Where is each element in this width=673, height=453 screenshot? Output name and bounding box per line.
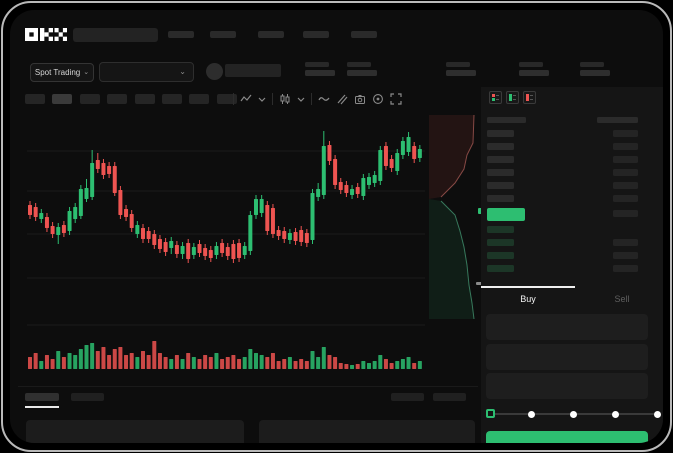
orderbook-view-asks-icon[interactable] [523, 91, 536, 104]
timeframe-button[interactable] [216, 94, 237, 104]
orderbook-header-price [487, 117, 526, 123]
timeframe-button[interactable] [107, 94, 128, 104]
bid-price-bar[interactable] [487, 239, 514, 246]
ticker-stat-label [446, 62, 470, 67]
chart-toolbar-icons [233, 91, 402, 107]
orderbook-amount-bar [613, 210, 638, 217]
timeframe-button[interactable] [25, 94, 45, 104]
ticker-stat-value [347, 70, 377, 76]
market-type-dropdown[interactable]: Spot Trading ⌄ [30, 63, 94, 82]
ask-amount-bar [613, 156, 638, 163]
line-style-icon[interactable] [240, 93, 252, 105]
fullscreen-icon[interactable] [390, 93, 402, 105]
nav-item[interactable] [210, 31, 236, 38]
ask-price-bar[interactable] [487, 156, 514, 163]
divider [311, 93, 312, 105]
ask-price-bar[interactable] [487, 169, 514, 176]
ask-amount-bar [613, 169, 638, 176]
header-search-placeholder[interactable] [73, 28, 158, 42]
timeframe-button[interactable] [189, 94, 210, 104]
market-type-label: Spot Trading [34, 68, 81, 77]
ticker-stat-value [519, 70, 549, 76]
buy-submit-button[interactable] [486, 431, 648, 443]
ask-price-bar[interactable] [487, 143, 514, 150]
indicator-wave-icon[interactable] [318, 93, 330, 105]
ticker-stat-value [446, 70, 476, 76]
okx-logo [25, 28, 67, 41]
tab-sell-label: Sell [614, 294, 630, 304]
tab-sell[interactable]: Sell [575, 286, 663, 312]
bottom-action-placeholder[interactable] [433, 393, 466, 401]
nav-item[interactable] [351, 31, 377, 38]
ask-price-bar[interactable] [487, 195, 514, 202]
orderbook-view-bids-icon[interactable] [506, 91, 519, 104]
divider [233, 93, 234, 105]
tab-buy-label: Buy [520, 294, 536, 304]
nav-item[interactable] [258, 31, 284, 38]
ticker-stat-label [305, 62, 329, 67]
ask-amount-bar [613, 182, 638, 189]
bid-price-bar[interactable] [487, 226, 514, 233]
last-price-badge[interactable] [487, 208, 525, 221]
ticker-stat-label [347, 62, 371, 67]
ask-amount-bar [613, 130, 638, 137]
nav-item[interactable] [303, 31, 329, 38]
total-input[interactable] [486, 373, 648, 399]
bid-amount-bar [613, 239, 638, 246]
bid-amount-bar [613, 265, 638, 272]
slider-stop-dot[interactable] [611, 410, 619, 418]
bid-price-bar[interactable] [487, 252, 514, 259]
bottom-tab[interactable] [71, 393, 104, 401]
section-divider [18, 386, 478, 387]
price-scale-tick [476, 282, 485, 285]
slider-stop-dot[interactable] [528, 410, 536, 418]
timeframe-button[interactable] [79, 94, 100, 104]
chevron-down-icon[interactable] [258, 95, 266, 103]
timeframe-button[interactable] [52, 94, 73, 104]
chevron-down-icon: ⌄ [83, 69, 90, 76]
chevron-down-icon: ⌄ [179, 67, 186, 76]
tab-buy[interactable]: Buy [481, 286, 575, 312]
ticker-stat-label [519, 62, 543, 67]
pair-name-placeholder [225, 64, 281, 77]
ticker-stat-label [580, 62, 604, 67]
slider-handle[interactable] [485, 409, 495, 418]
candle-type-icon[interactable] [279, 93, 291, 105]
pair-selector-dropdown[interactable]: ⌄ [99, 62, 194, 82]
order-history-placeholder [259, 420, 475, 443]
ticker-stat-value [580, 70, 610, 76]
camera-icon[interactable] [354, 93, 366, 105]
ask-price-bar[interactable] [487, 182, 514, 189]
bid-amount-bar [613, 252, 638, 259]
app-window: Spot Trading ⌄ ⌄ [10, 10, 663, 443]
ask-amount-bar [613, 195, 638, 202]
timeframe-button[interactable] [162, 94, 182, 104]
bottom-action-placeholder[interactable] [391, 393, 424, 401]
amount-input[interactable] [486, 344, 648, 370]
chevron-down-icon[interactable] [297, 95, 305, 103]
depth-chart [429, 114, 475, 320]
slider-stop-dot[interactable] [570, 410, 577, 418]
bid-price-bar[interactable] [487, 265, 514, 272]
open-orders-placeholder [26, 420, 244, 443]
ticker-stat-value [305, 70, 335, 76]
price-input[interactable] [486, 314, 648, 340]
bottom-tab-underline [25, 406, 59, 408]
nav-item[interactable] [168, 31, 194, 38]
divider [272, 93, 273, 105]
ask-price-bar[interactable] [487, 130, 514, 137]
candlestick-chart[interactable] [27, 111, 425, 373]
coin-avatar[interactable] [206, 63, 223, 80]
timeframe-button[interactable] [134, 94, 155, 104]
slider-stop-dot[interactable] [653, 410, 661, 418]
drawing-tools-icon[interactable] [336, 93, 348, 105]
orderbook-view-both-icon[interactable] [489, 91, 502, 104]
settings-icon[interactable] [372, 93, 384, 105]
orderbook-header-amount [597, 117, 638, 123]
bottom-tab-active[interactable] [25, 393, 59, 401]
ask-amount-bar [613, 143, 638, 150]
trade-tabs: Buy Sell [481, 286, 663, 312]
